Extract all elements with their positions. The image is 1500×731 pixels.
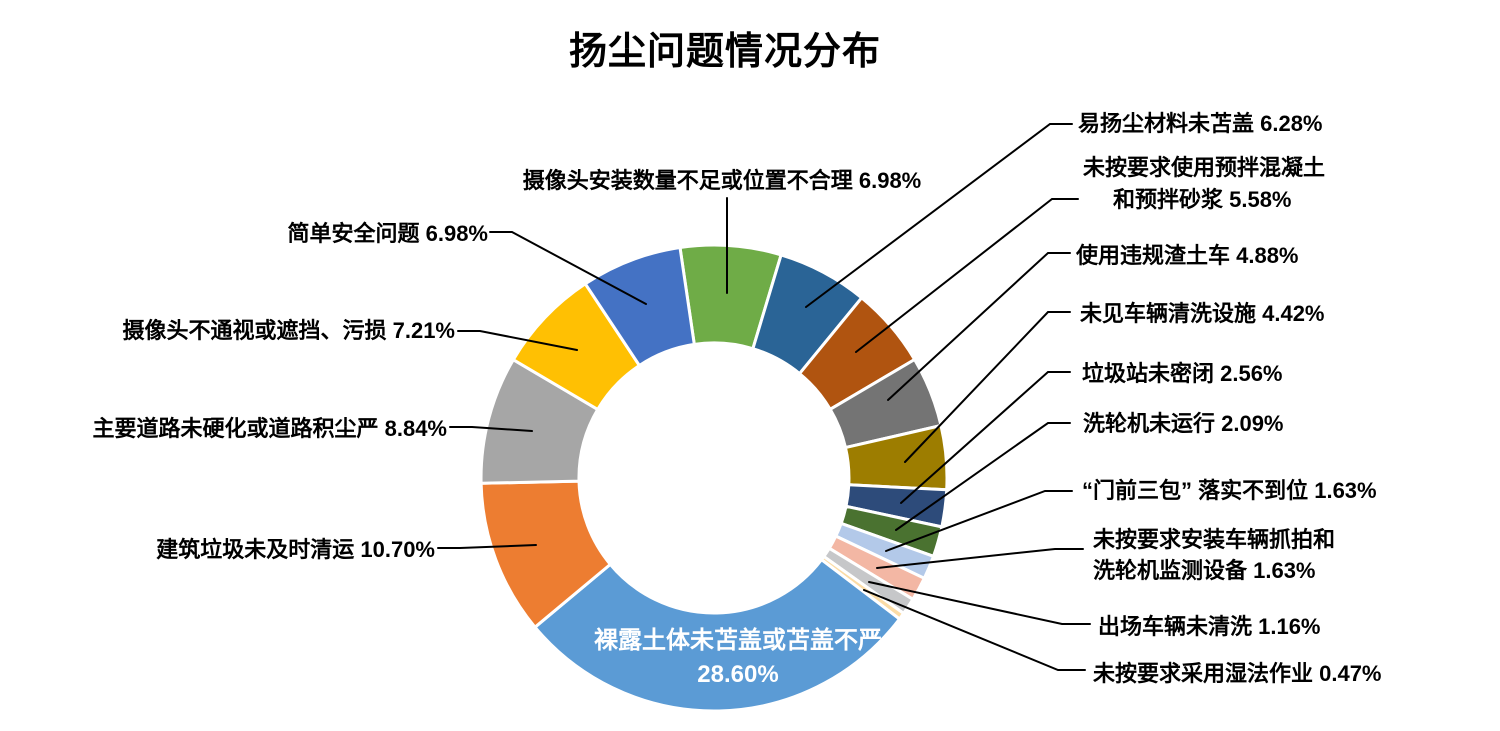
callout-line: 使用违规渣土车 4.88%: [1076, 243, 1299, 268]
callout-wheel-washer: 洗轮机未运行 2.09%: [1083, 408, 1284, 440]
callout-cam-install: 摄像头安装数量不足或位置不合理 6.98%: [462, 165, 982, 197]
callout-line: 裸露土体未苫盖或苫盖不严: [594, 627, 882, 654]
callout-line: 简单安全问题 6.98%: [287, 221, 489, 246]
callout-line: 未按要求安装车辆抓拍和: [1093, 527, 1336, 552]
callout-line: “门前三包” 落实不到位 1.63%: [1082, 478, 1377, 503]
callout-slag-truck: 使用违规渣土车 4.88%: [1076, 240, 1299, 272]
callout-wet-method: 未按要求采用湿法作业 0.47%: [1093, 658, 1382, 690]
callout-line: 易扬尘材料未苫盖 6.28%: [1078, 111, 1323, 136]
callout-premixed: 未按要求使用预拌混凝土 和预拌砂浆 5.58%: [1083, 152, 1325, 216]
donut-slices: [479, 243, 949, 713]
callout-line: 摄像头安装数量不足或位置不合理 6.98%: [522, 168, 922, 193]
callout-front-door: “门前三包” 落实不到位 1.63%: [1082, 475, 1377, 507]
leader-line-simple-safety: [489, 231, 647, 305]
callout-line: 出场车辆未清洗 1.16%: [1098, 614, 1321, 639]
callout-line: 洗轮机未运行 2.09%: [1083, 411, 1284, 436]
leader-line-premixed: [855, 198, 1079, 353]
leader-lines: [437, 123, 1091, 671]
callout-line: 摄像头不通视或遮挡、污损 7.21%: [122, 318, 456, 343]
callout-road: 主要道路未硬化或道路积尘严 8.84%: [30, 413, 448, 445]
leader-line-slag-truck: [887, 252, 1071, 401]
leader-line-front-door: [885, 490, 1073, 552]
leader-line-wet-method: [863, 589, 1086, 671]
pie-slice-15: [583, 246, 696, 367]
callout-capture-device: 未按要求安装车辆抓拍和 洗轮机监测设备 1.63%: [1093, 524, 1335, 586]
leader-line-road: [449, 426, 533, 432]
callout-line: 垃圾站未密闭 2.56%: [1082, 361, 1283, 386]
leader-line-wheel-washer: [895, 422, 1071, 531]
leader-line-capture-device: [876, 548, 1084, 569]
leader-line-garbage-station: [900, 371, 1071, 504]
callout-cam-blocked: 摄像头不通视或遮挡、污损 7.21%: [40, 315, 456, 347]
pie-slice-11: [533, 558, 901, 713]
callout-simple-safety: 简单安全问题 6.98%: [180, 218, 489, 250]
callout-bare-soil: 裸露土体未苫盖或苫盖不严 28.60%: [468, 624, 1008, 692]
leader-line-construction-waste: [437, 544, 537, 549]
callout-exit-unwashed: 出场车辆未清洗 1.16%: [1098, 611, 1321, 643]
leader-line-dust-material: [805, 123, 1073, 308]
callout-dust-material: 易扬尘材料未苫盖 6.28%: [1078, 108, 1323, 140]
chart-title: 扬尘问题情况分布: [568, 31, 881, 73]
callout-line: 28.60%: [697, 661, 779, 688]
callout-line: 未见车辆清洗设施 4.42%: [1080, 301, 1325, 326]
callout-line: 未按要求采用湿法作业 0.47%: [1093, 661, 1382, 686]
leader-line-wash-facility: [904, 311, 1071, 463]
callout-line: 建筑垃圾未及时清运 10.70%: [156, 537, 435, 562]
callout-wash-facility: 未见车辆清洗设施 4.42%: [1080, 298, 1325, 330]
leader-line-cam-blocked: [457, 330, 578, 351]
leader-line-exit-unwashed: [868, 581, 1091, 625]
callout-construction-waste: 建筑垃圾未及时清运 10.70%: [90, 534, 435, 566]
callout-garbage-station: 垃圾站未密闭 2.56%: [1082, 358, 1283, 390]
callout-line: 和预拌砂浆 5.58%: [1113, 187, 1292, 212]
callout-line: 洗轮机监测设备 1.63%: [1093, 558, 1316, 583]
callout-line: 未按要求使用预拌混凝土: [1083, 155, 1326, 180]
callout-line: 主要道路未硬化或道路积尘严 8.84%: [92, 416, 448, 441]
